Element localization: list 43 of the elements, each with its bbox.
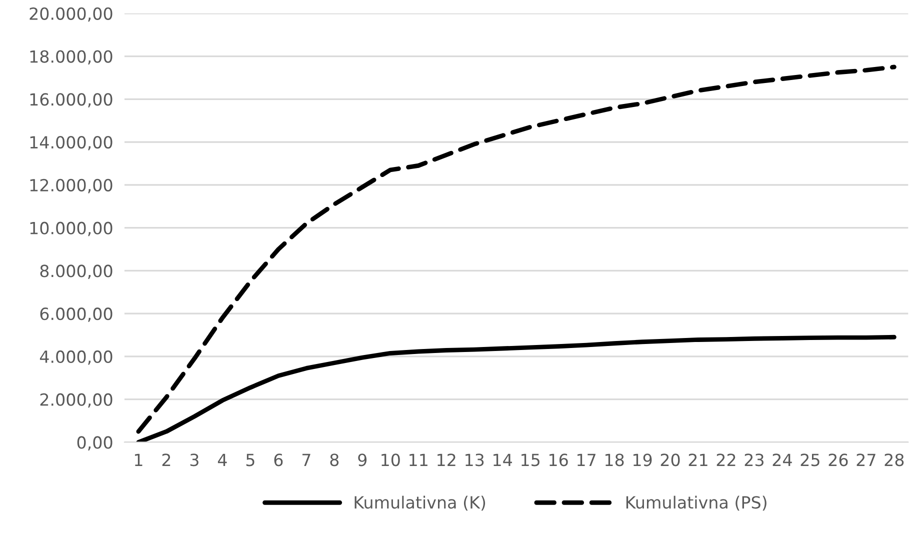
x-tick-label: 13 bbox=[466, 454, 484, 466]
x-tick-label: 14 bbox=[494, 454, 512, 466]
x-tick-label: 11 bbox=[410, 454, 428, 466]
y-tick-label: 12.000,00 bbox=[30, 178, 112, 194]
x-tick-label: 4 bbox=[218, 454, 227, 466]
x-tick-label: 25 bbox=[800, 454, 820, 466]
x-tick-label: 7 bbox=[302, 454, 310, 466]
y-tick-label: 18.000,00 bbox=[30, 50, 112, 65]
x-tick-label: 6 bbox=[274, 454, 283, 466]
y-tick-label: 14.000,00 bbox=[30, 136, 112, 150]
legend-label: Kumulativna (K) bbox=[354, 496, 486, 511]
y-tick-label: 4.000,00 bbox=[40, 350, 112, 365]
x-tick-label: 15 bbox=[522, 454, 540, 466]
line-series bbox=[136, 334, 896, 442]
y-tick-label: 10.000,00 bbox=[30, 222, 112, 236]
x-tick-label: 20 bbox=[660, 454, 680, 466]
x-tick-label: 22 bbox=[716, 454, 736, 466]
y-tick-label: 6.000,00 bbox=[40, 308, 112, 322]
x-tick-label: 28 bbox=[884, 454, 904, 466]
line-series bbox=[136, 64, 896, 434]
x-tick-label: 19 bbox=[634, 454, 652, 466]
x-tick-label: 10 bbox=[382, 454, 400, 466]
y-tick-label: 8.000,00 bbox=[40, 264, 112, 279]
x-tick-label: 9 bbox=[358, 454, 367, 466]
x-tick-label: 8 bbox=[330, 454, 339, 466]
x-tick-label: 21 bbox=[688, 454, 708, 466]
x-tick-label: 17 bbox=[578, 454, 596, 466]
y-tick-label: 2.000,00 bbox=[40, 393, 112, 408]
x-tick-label: 23 bbox=[744, 454, 764, 466]
x-tick-label: 12 bbox=[438, 454, 456, 466]
y-tick-label: 16.000,00 bbox=[30, 93, 112, 108]
x-tick-label: 27 bbox=[856, 454, 876, 466]
x-tick-label: 26 bbox=[828, 454, 848, 466]
legend-label: Kumulativna (PS) bbox=[626, 496, 766, 511]
x-tick-label: 5 bbox=[246, 454, 254, 466]
x-tick-label: 3 bbox=[190, 454, 198, 466]
x-tick-label: 16 bbox=[550, 454, 568, 466]
y-tick-label: 20.000,00 bbox=[30, 7, 112, 22]
x-tick-label: 1 bbox=[134, 454, 142, 466]
x-tick-label: 2 bbox=[162, 454, 170, 466]
x-tick-label: 24 bbox=[772, 454, 792, 466]
x-tick-label: 18 bbox=[606, 454, 624, 466]
y-tick-label: 0,00 bbox=[77, 436, 112, 450]
